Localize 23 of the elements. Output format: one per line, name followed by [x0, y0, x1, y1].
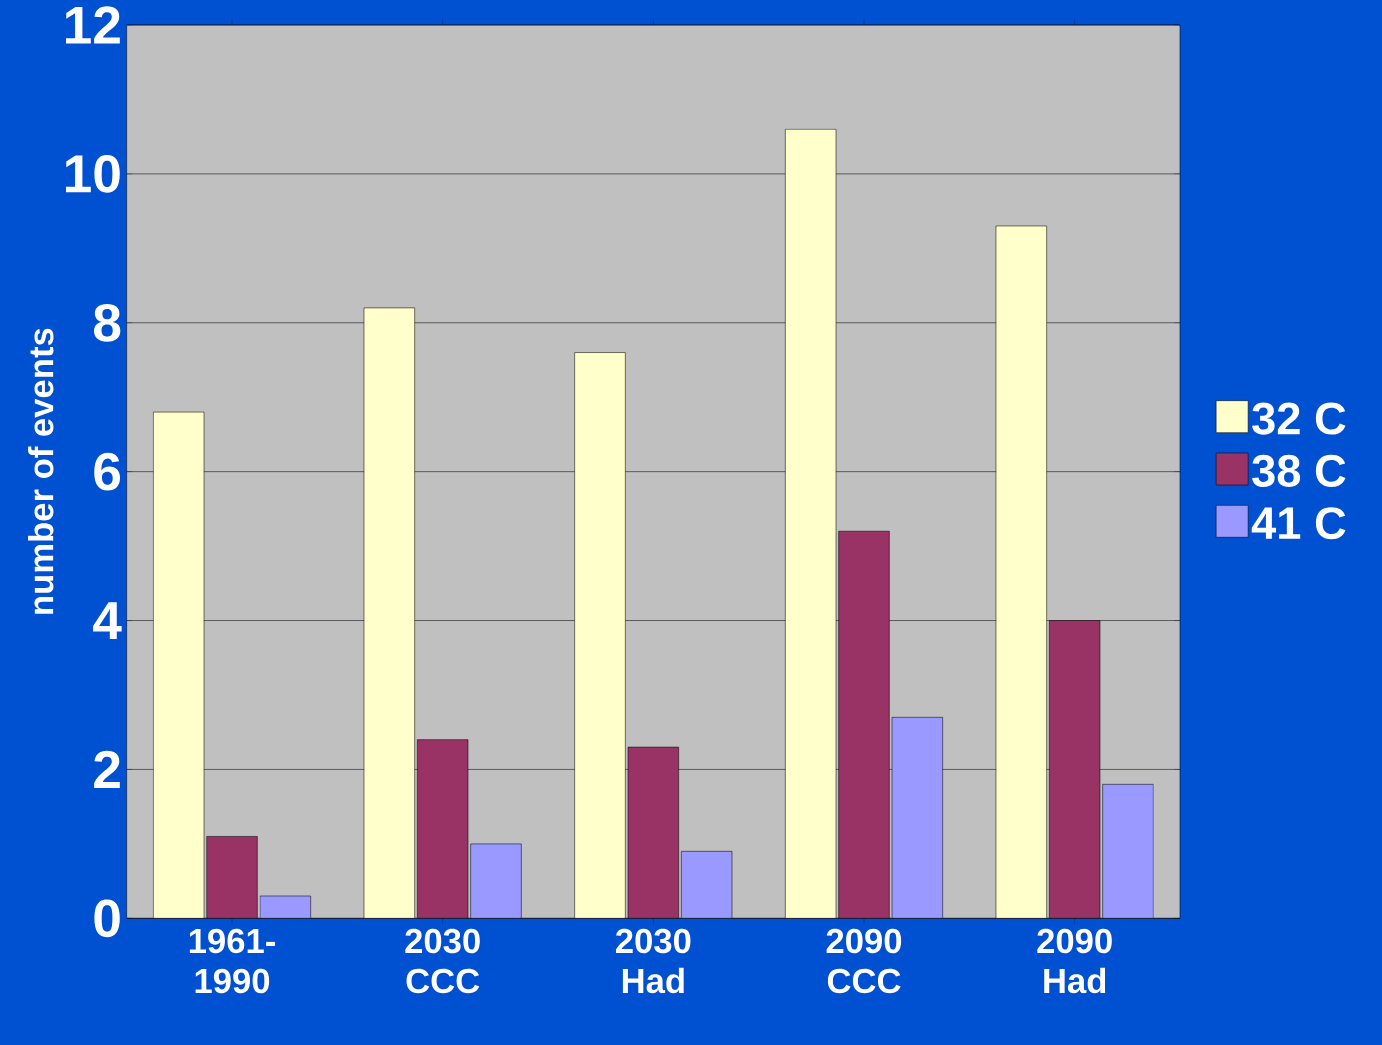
y-tick-label: 12 [66, 6, 120, 44]
bar [838, 530, 890, 919]
bar [259, 895, 311, 919]
x-tick-label: 2090 CCC [826, 928, 902, 994]
y-tick-label: 10 [66, 154, 120, 193]
y-tick-label: 4 [93, 602, 122, 639]
legend-label: 41 C [1251, 507, 1346, 540]
y-tick-label: 8 [93, 303, 121, 342]
y-axis-title: number of events [28, 328, 54, 614]
bar [206, 836, 258, 919]
y-tick-label: 6 [94, 452, 121, 491]
bar [1049, 620, 1101, 919]
y-tick-label: 0 [94, 899, 120, 938]
bar [627, 746, 679, 919]
legend-label: 32 C [1252, 402, 1346, 435]
legend-label: 38 C [1252, 454, 1346, 487]
x-tick-label: 2030 Had [615, 928, 691, 994]
x-tick-label: 2030 CCC [405, 928, 480, 994]
x-tick-label: 2090 Had [1037, 928, 1112, 994]
y-tick-label: 2 [94, 750, 120, 789]
x-tick-label: 1961-1990 [189, 928, 275, 994]
bar [417, 739, 469, 919]
bar [681, 851, 733, 919]
